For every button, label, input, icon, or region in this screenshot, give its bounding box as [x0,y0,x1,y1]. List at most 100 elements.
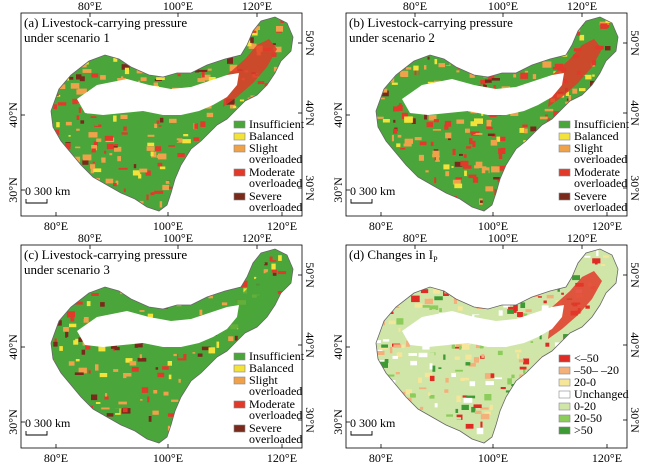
raster-patch [585,305,590,309]
raster-patch [545,114,548,117]
raster-patch [488,74,493,80]
raster-patch [145,170,151,176]
raster-patch [177,153,185,158]
raster-patch [470,149,473,152]
raster-patch [491,161,497,167]
legend-item: Insufficient [558,117,630,131]
raster-patch [480,200,483,203]
legend-label: Unchanged [574,387,629,401]
panel-title-line-2: under scenario 2 [349,30,435,45]
raster-patch [113,369,119,372]
raster-patch [158,317,161,321]
raster-patch [579,34,585,41]
raster-patch [428,392,431,396]
raster-patch [455,344,462,348]
raster-patch [568,95,572,101]
raster-patch [451,373,456,377]
raster-patch [91,73,99,78]
raster-patch [523,369,526,374]
raster-patch [580,256,585,261]
raster-patch [270,260,277,262]
raster-patch [229,64,238,72]
raster-patch [513,304,518,312]
lat-label-right: 40°N [303,332,317,358]
raster-patch [379,361,388,368]
raster-patch [433,119,439,123]
raster-patch [507,378,512,385]
raster-patch [155,140,162,144]
raster-patch [186,83,191,88]
raster-patch [393,144,396,148]
lat-label-right: 50°N [628,30,642,56]
raster-patch [100,302,105,307]
raster-patch [108,354,111,358]
raster-patch [250,317,259,323]
raster-patch [481,167,490,174]
lon-label-top: 80°E [78,0,102,13]
raster-patch [445,171,450,177]
raster-patch [404,346,411,350]
panel-title-line-1: (a) Livestock-carrying pressure [24,15,187,30]
desert-area [77,73,239,115]
raster-patch [227,290,235,293]
raster-patch [484,79,492,83]
raster-patch [418,352,428,358]
scale-bar-label: 0 300 km [350,416,396,430]
raster-patch [391,82,398,85]
raster-patch [414,137,422,141]
raster-patch [85,372,89,377]
raster-patch [410,148,414,155]
raster-patch [54,338,57,345]
raster-patch [444,120,452,127]
legend-swatch [233,144,246,153]
raster-patch [432,287,440,294]
raster-patch [163,391,169,396]
legend-label: 0-20 [574,399,596,413]
raster-patch [474,410,482,414]
raster-patch [165,180,170,184]
raster-patch [397,134,402,138]
raster-patch [400,70,409,77]
raster-patch [188,143,192,148]
raster-patch [420,289,429,294]
raster-patch [491,410,495,415]
raster-patch [490,139,498,146]
raster-patch [117,156,121,162]
raster-patch [260,262,265,265]
raster-patch [406,340,410,347]
raster-patch [105,393,108,397]
raster-patch [81,349,86,355]
raster-patch [177,73,181,77]
raster-patch [532,74,537,79]
raster-patch [444,124,449,130]
raster-patch [277,271,287,275]
scale-bar-label: 0 300 km [25,416,71,430]
legend-label: –50– –20 [573,363,619,377]
raster-patch [376,116,384,119]
legend-item: Insufficient [233,117,305,131]
raster-patch [138,174,142,179]
lon-label-bottom: 80°E [44,451,68,464]
legend-label: Severe [249,189,282,203]
raster-patch [499,136,506,142]
raster-patch [381,90,389,97]
raster-patch [436,156,439,162]
raster-patch [511,374,515,379]
raster-patch [411,309,415,316]
raster-patch [451,166,454,168]
raster-patch [387,374,395,377]
raster-patch [542,61,552,68]
raster-patch [461,404,469,410]
raster-patch [118,167,128,170]
raster-patch [104,135,114,141]
country-border [50,248,294,444]
raster-patch [139,200,144,204]
raster-patch [584,255,591,258]
raster-patch [156,120,160,125]
raster-patch [452,346,462,349]
raster-patch [442,59,450,66]
raster-patch [122,407,128,413]
